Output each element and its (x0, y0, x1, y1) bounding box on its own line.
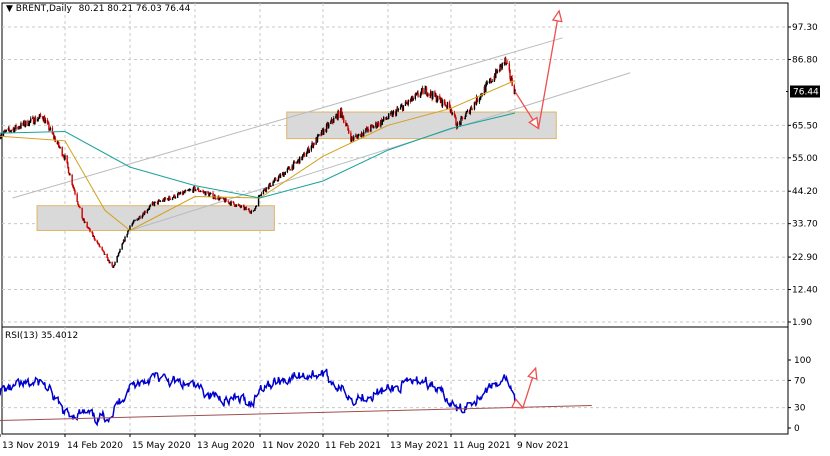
price-arrow-head (528, 116, 540, 130)
rsi-line (0, 368, 516, 427)
price-tick-label: 55.00 (792, 154, 818, 164)
rsi-arrow-head (510, 398, 525, 409)
rsi-tick-label: 0 (794, 424, 800, 434)
time-tick-label: 11 Nov 2020 (262, 441, 320, 451)
current-price-box (790, 85, 820, 98)
ohlc-values: 80.21 80.21 76.03 76.44 (78, 4, 191, 14)
price-tick-label: 33.70 (792, 220, 818, 230)
channel-lower-line (129, 72, 631, 231)
price-tick-label: 65.50 (792, 121, 818, 131)
rsi-tick-label: 100 (794, 356, 811, 366)
time-tick-label: 14 Feb 2020 (67, 441, 123, 451)
time-tick-label: 13 Nov 2019 (2, 441, 60, 451)
price-tick-label: 1.90 (792, 318, 812, 328)
price-tick-label: 97.30 (792, 23, 818, 33)
rsi-arrow-head (527, 366, 538, 381)
current-price-label: 76.44 (793, 88, 819, 98)
price-tick-label: 12.40 (792, 286, 818, 296)
price-arrow-shaft (537, 10, 560, 129)
dropdown-triangle-icon[interactable]: ▼ (6, 4, 13, 14)
price-arrow-head (551, 9, 563, 23)
time-tick-label: 13 May 2021 (390, 441, 449, 451)
time-tick-label: 9 Nov 2021 (517, 441, 569, 451)
channel-upper-line (12, 37, 563, 199)
time-tick-label: 15 May 2020 (132, 441, 191, 451)
price-tick-label: 22.90 (792, 253, 818, 263)
symbol-label: BRENT,Daily (15, 4, 72, 14)
chart-header: ▼ BRENT,Daily 80.21 80.21 76.03 76.44 (6, 4, 190, 14)
price-pane-frame (1, 2, 789, 328)
rsi-tick-label: 30 (794, 404, 806, 414)
support-zone (36, 205, 275, 231)
price-tick-label: 44.20 (792, 187, 818, 197)
rsi-header: RSI(13) 35.4012 (5, 331, 79, 341)
ma-fast-line (0, 80, 516, 232)
time-tick-label: 13 Aug 2020 (197, 441, 255, 451)
ma-slow-line (0, 112, 516, 199)
rsi-tick-label: 70 (794, 376, 806, 386)
time-tick-label: 11 Feb 2021 (325, 441, 381, 451)
rsi-trendline (0, 405, 592, 422)
time-tick-label: 11 Aug 2021 (453, 441, 511, 451)
price-tick-label: 86.80 (792, 55, 818, 65)
